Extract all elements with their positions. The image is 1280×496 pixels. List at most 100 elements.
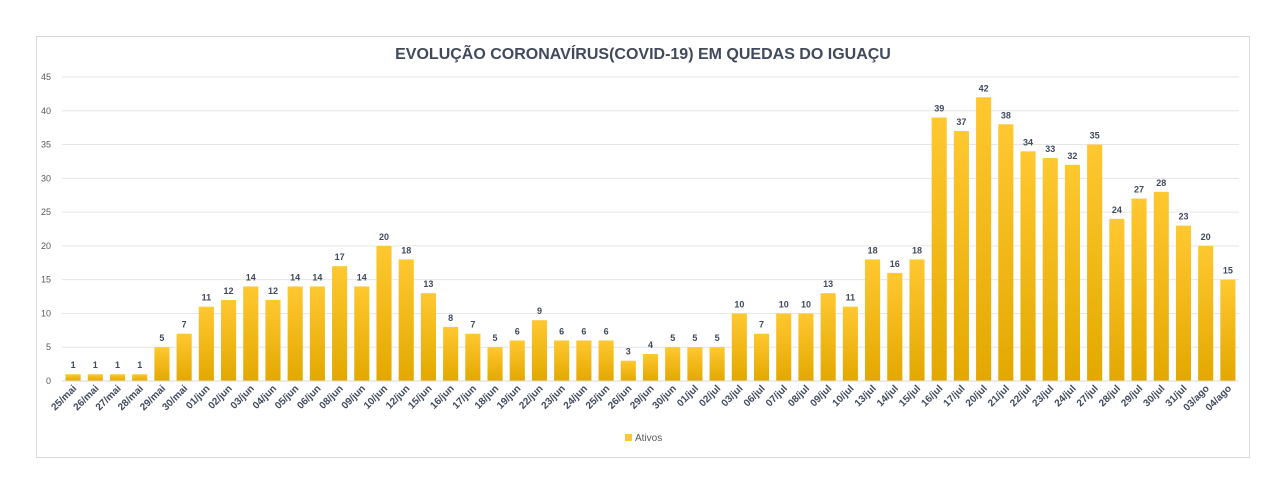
- bar: [154, 347, 170, 381]
- data-label: 34: [1023, 137, 1033, 147]
- data-label: 13: [823, 279, 833, 289]
- data-label: 32: [1067, 151, 1077, 161]
- bar: [798, 313, 814, 381]
- data-label: 14: [290, 272, 300, 282]
- bar: [509, 340, 525, 381]
- x-tick-label: 04/jun: [251, 383, 279, 411]
- y-tick-label: 5: [46, 342, 51, 352]
- data-label: 12: [224, 286, 234, 296]
- x-tick-label: 10/jul: [831, 383, 857, 409]
- data-label: 1: [137, 360, 142, 370]
- legend-swatch: [625, 434, 632, 441]
- data-label: 5: [670, 333, 675, 343]
- bar: [731, 313, 747, 381]
- chart-title: EVOLUÇÃO CORONAVÍRUS(COVID-19) EM QUEDAS…: [395, 43, 891, 63]
- data-label: 39: [934, 104, 944, 114]
- bar: [198, 306, 214, 381]
- bar: [398, 259, 414, 381]
- bar: [332, 266, 348, 381]
- x-tick-label: 15/jun: [406, 383, 434, 411]
- x-tick-label: 23/jul: [1030, 383, 1056, 409]
- data-label: 10: [779, 299, 789, 309]
- bar: [753, 333, 770, 381]
- data-label: 1: [71, 360, 76, 370]
- x-tick-label: 09/jun: [340, 383, 368, 411]
- x-tick-label: 06/jun: [295, 383, 323, 411]
- gridlines: [62, 76, 1239, 348]
- bar: [1198, 245, 1214, 381]
- data-label: 11: [846, 293, 856, 303]
- bar: [998, 124, 1014, 382]
- x-tick-label: 15/jul: [897, 383, 923, 409]
- data-label: 20: [1201, 232, 1211, 242]
- x-tick-label: 10/jun: [362, 383, 390, 411]
- data-label: 35: [1090, 131, 1100, 141]
- legend: Ativos: [625, 433, 662, 444]
- data-label: 5: [493, 333, 498, 343]
- data-label: 10: [734, 299, 744, 309]
- data-label: 5: [692, 333, 697, 343]
- data-label: 15: [1223, 266, 1233, 276]
- bar: [354, 286, 370, 381]
- x-tick-label: 21/jul: [986, 383, 1012, 409]
- x-tick-label: 20/jul: [964, 383, 990, 409]
- data-label: 8: [448, 313, 453, 323]
- bar: [487, 347, 503, 381]
- x-tick-label: 08/jul: [786, 383, 812, 409]
- data-label: 6: [604, 326, 609, 336]
- x-tick-label: 17/jul: [942, 383, 968, 409]
- bar: [109, 374, 126, 381]
- data-label: 13: [423, 279, 433, 289]
- y-tick-label: 45: [41, 72, 51, 82]
- x-tick-label: 02/jun: [206, 383, 234, 411]
- data-label: 1: [93, 360, 98, 370]
- data-label: 16: [890, 259, 900, 269]
- x-tick-label: 14/jul: [875, 383, 901, 409]
- bar: [909, 259, 925, 381]
- x-tick-label: 17/jun: [451, 383, 479, 411]
- data-label: 11: [202, 293, 212, 303]
- y-tick-label: 10: [41, 308, 51, 318]
- data-label: 1: [115, 360, 120, 370]
- x-tick-label: 30/mai: [160, 383, 190, 413]
- x-tick-label: 02/jul: [697, 383, 723, 409]
- x-tick-label: 29/jun: [628, 383, 656, 411]
- x-tick-label: 22/jun: [517, 383, 545, 411]
- data-label: 24: [1112, 205, 1122, 215]
- y-tick-label: 0: [46, 376, 51, 386]
- data-label: 5: [159, 333, 164, 343]
- bar: [554, 340, 570, 381]
- bar: [287, 286, 303, 381]
- bars: [65, 97, 1236, 382]
- bar: [176, 333, 192, 381]
- data-label: 18: [868, 245, 878, 255]
- y-axis-tick-labels: 0 5 10 15 20 25 30 35 40 45: [41, 72, 51, 386]
- chart-frame: EVOLUÇÃO CORONAVÍRUS(COVID-19) EM QUEDAS…: [36, 36, 1250, 458]
- bar: [65, 374, 81, 381]
- data-label: 14: [357, 272, 367, 282]
- data-label: 42: [979, 83, 989, 93]
- y-tick-label: 25: [41, 207, 51, 217]
- bar: [1064, 164, 1080, 381]
- bar: [1109, 218, 1125, 381]
- bar: [931, 117, 947, 382]
- x-tick-label: 07/jul: [764, 383, 790, 409]
- legend-label: Ativos: [635, 433, 662, 444]
- bar: [465, 333, 481, 381]
- x-tick-label: 24/jun: [562, 383, 590, 411]
- data-label: 6: [581, 326, 586, 336]
- data-label: 38: [1001, 110, 1011, 120]
- x-tick-label: 12/jun: [384, 383, 412, 411]
- bar: [576, 340, 592, 381]
- y-tick-label: 40: [41, 106, 51, 116]
- bar: [221, 299, 237, 381]
- bar: [887, 272, 903, 381]
- bar: [1020, 151, 1036, 381]
- bar: [87, 374, 103, 381]
- bar: [1131, 198, 1147, 381]
- bar: [265, 299, 281, 381]
- data-label: 7: [759, 320, 764, 330]
- bar: [1220, 279, 1236, 381]
- bar: [865, 259, 881, 381]
